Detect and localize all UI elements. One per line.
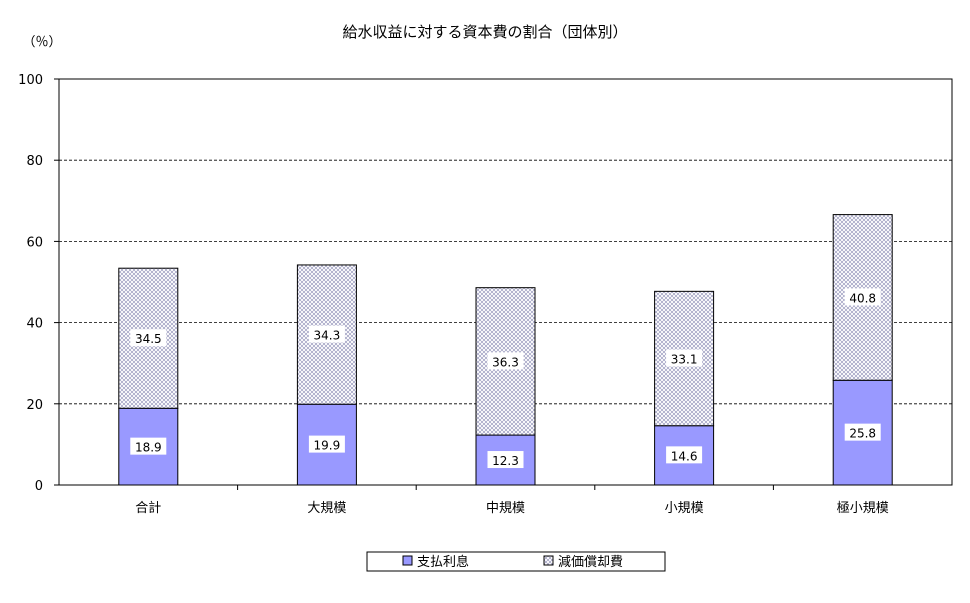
data-label: 34.3: [314, 329, 341, 343]
data-label: 25.8: [849, 427, 876, 441]
legend-label-interest: 支払利息: [417, 554, 469, 570]
y-tick-label: 60: [26, 235, 43, 250]
x-tick-label: 極小規模: [837, 500, 889, 516]
data-label-bg: [130, 329, 167, 347]
chart-title: 給水収益に対する資本費の割合（団体別）: [342, 23, 627, 41]
y-tick-label: 100: [18, 73, 43, 88]
data-label: 40.8: [849, 291, 876, 305]
legend-swatch-interest: [402, 555, 413, 566]
data-label: 18.9: [135, 441, 162, 455]
y-tick-label: 0: [35, 479, 43, 494]
y-tick-label: 40: [26, 317, 43, 332]
data-label-bg: [308, 435, 345, 453]
x-tick-label: 合計: [135, 500, 161, 516]
data-label-bg: [308, 325, 345, 343]
x-tick-labels: 合計 大規模 中規模 小規模 極小規模: [135, 485, 889, 516]
y-tick-labels: 0 20 40 60 80 100: [18, 73, 59, 494]
data-label-bg: [130, 437, 167, 455]
data-label: 14.6: [671, 449, 698, 463]
data-label: 36.3: [492, 355, 519, 369]
x-tick-label: 中規模: [486, 501, 525, 516]
legend-box: [366, 551, 666, 572]
x-tick-label: 大規模: [307, 501, 346, 516]
legend: 支払利息 減価償却費: [366, 551, 666, 572]
y-tick-label: 80: [26, 154, 43, 169]
legend-swatch-depreciation: [543, 555, 554, 566]
legend-label-depreciation: 減価償却費: [558, 554, 623, 570]
data-label: 34.5: [135, 332, 162, 346]
data-label-bg: [666, 446, 703, 464]
data-label: 19.9: [314, 439, 341, 453]
data-label: 33.1: [671, 353, 698, 367]
bars: 18.9 34.5 19.9 34.3 12.3 36.3 14.6 33.1 25.8 40.8: [118, 214, 893, 486]
data-label-bg: [844, 423, 881, 441]
y-axis-label: （％）: [22, 35, 61, 50]
data-label: 12.3: [492, 454, 519, 468]
data-label-bg: [487, 352, 524, 370]
data-label-bg: [487, 451, 524, 469]
data-label-bg: [666, 349, 703, 367]
x-tick-label: 小規模: [665, 501, 704, 516]
data-label-bg: [844, 288, 881, 306]
y-tick-label: 20: [26, 398, 43, 413]
